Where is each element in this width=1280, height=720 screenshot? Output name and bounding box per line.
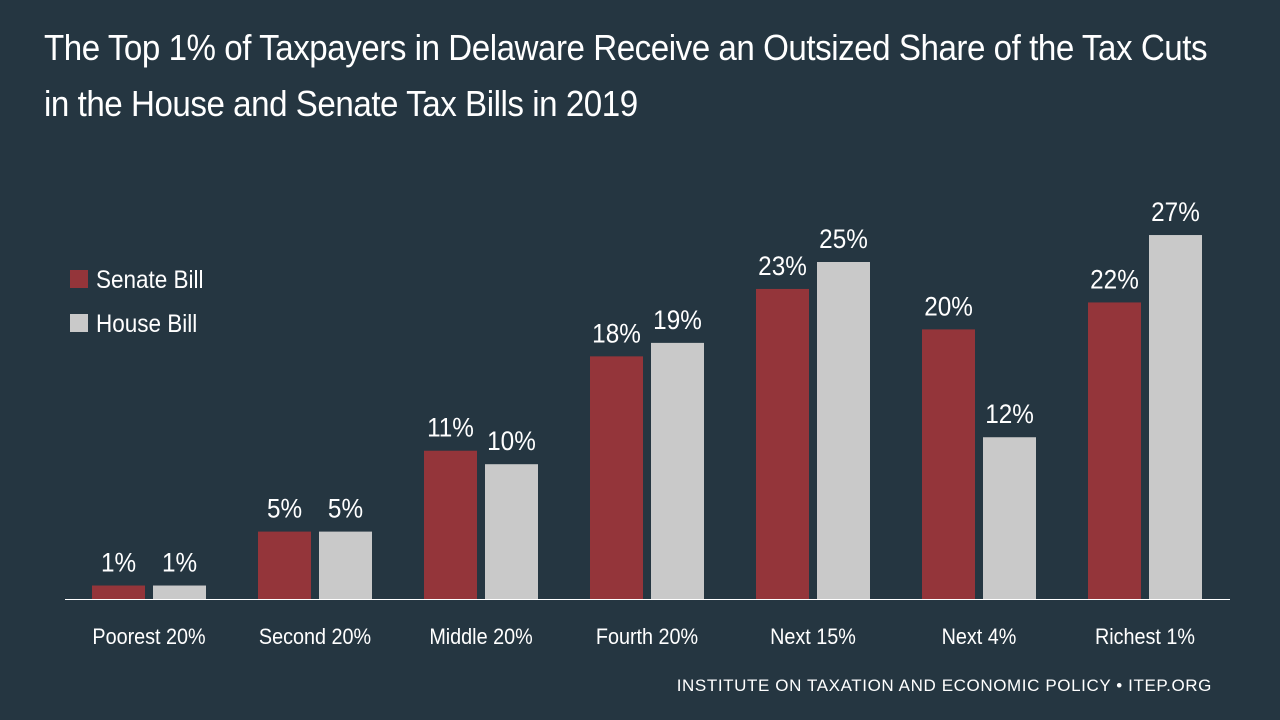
- value-label-house-bill-next-15pct: 25%: [819, 225, 868, 254]
- value-label-house-bill-richest-1pct: 27%: [1151, 198, 1200, 227]
- value-label-senate-bill-poorest-20pct: 1%: [101, 548, 136, 577]
- value-label-senate-bill-fourth-20pct: 18%: [592, 319, 641, 348]
- x-tick-label-next-4pct: Next 4%: [942, 625, 1017, 649]
- bar-senate-bill-richest-1pct: [1088, 302, 1141, 599]
- legend-swatch-senate-bill: [70, 270, 88, 288]
- x-tick-label-fourth-20pct: Fourth 20%: [596, 625, 698, 649]
- value-label-senate-bill-richest-1pct: 22%: [1090, 265, 1139, 294]
- bar-house-bill-second-20pct: [319, 531, 372, 599]
- chart-value-labels: 1% 1% 5% 5% 11% 10% 18% 19% 23% 25% 20% 12% 22% 27%: [101, 198, 1200, 578]
- bar-house-bill-richest-1pct: [1149, 235, 1202, 600]
- bar-senate-bill-next-15pct: [756, 288, 809, 599]
- footer-credit: INSTITUTE ON TAXATION AND ECONOMIC POLIC…: [676, 676, 1212, 695]
- bar-house-bill-poorest-20pct: [153, 585, 206, 599]
- bar-senate-bill-middle-20pct: [424, 450, 477, 599]
- bar-house-bill-fourth-20pct: [651, 342, 704, 599]
- value-label-house-bill-middle-20pct: 10%: [487, 427, 536, 456]
- chart-bars: [92, 235, 1202, 600]
- bar-house-bill-middle-20pct: [485, 464, 538, 599]
- legend-label-house-bill: House Bill: [96, 310, 197, 338]
- chart-title: The Top 1% of Taxpayers in Delaware Rece…: [44, 20, 1208, 132]
- x-tick-label-richest-1pct: Richest 1%: [1095, 625, 1195, 649]
- value-label-senate-bill-middle-20pct: 11%: [427, 414, 474, 443]
- value-label-senate-bill-second-20pct: 5%: [267, 494, 302, 523]
- legend-label-senate-bill: Senate Bill: [96, 266, 203, 294]
- legend-swatch-house-bill: [70, 314, 88, 332]
- x-tick-label-second-20pct: Second 20%: [259, 625, 371, 649]
- value-label-house-bill-fourth-20pct: 19%: [653, 306, 702, 335]
- value-label-senate-bill-next-4pct: 20%: [924, 292, 973, 321]
- x-tick-label-middle-20pct: Middle 20%: [429, 625, 532, 649]
- bar-senate-bill-poorest-20pct: [92, 585, 145, 599]
- x-tick-label-next-15pct: Next 15%: [770, 625, 856, 649]
- bar-senate-bill-next-4pct: [922, 329, 975, 599]
- bar-senate-bill-fourth-20pct: [590, 356, 643, 599]
- value-label-house-bill-next-4pct: 12%: [985, 400, 1034, 429]
- x-tick-label-poorest-20pct: Poorest 20%: [92, 625, 205, 649]
- bar-house-bill-next-15pct: [817, 262, 870, 599]
- chart-title-line-1: The Top 1% of Taxpayers in Delaware Rece…: [44, 27, 1208, 68]
- value-label-house-bill-poorest-20pct: 1%: [162, 548, 197, 577]
- chart-title-line-2: in the House and Senate Tax Bills in 201…: [44, 83, 638, 124]
- x-axis-tick-labels: Poorest 20% Second 20% Middle 20% Fourth 20…: [92, 625, 1195, 649]
- value-label-senate-bill-next-15pct: 23%: [758, 252, 807, 281]
- value-label-house-bill-second-20pct: 5%: [328, 494, 363, 523]
- bar-senate-bill-second-20pct: [258, 531, 311, 599]
- bar-house-bill-next-4pct: [983, 437, 1036, 599]
- chart-legend: Senate Bill House Bill: [70, 266, 203, 338]
